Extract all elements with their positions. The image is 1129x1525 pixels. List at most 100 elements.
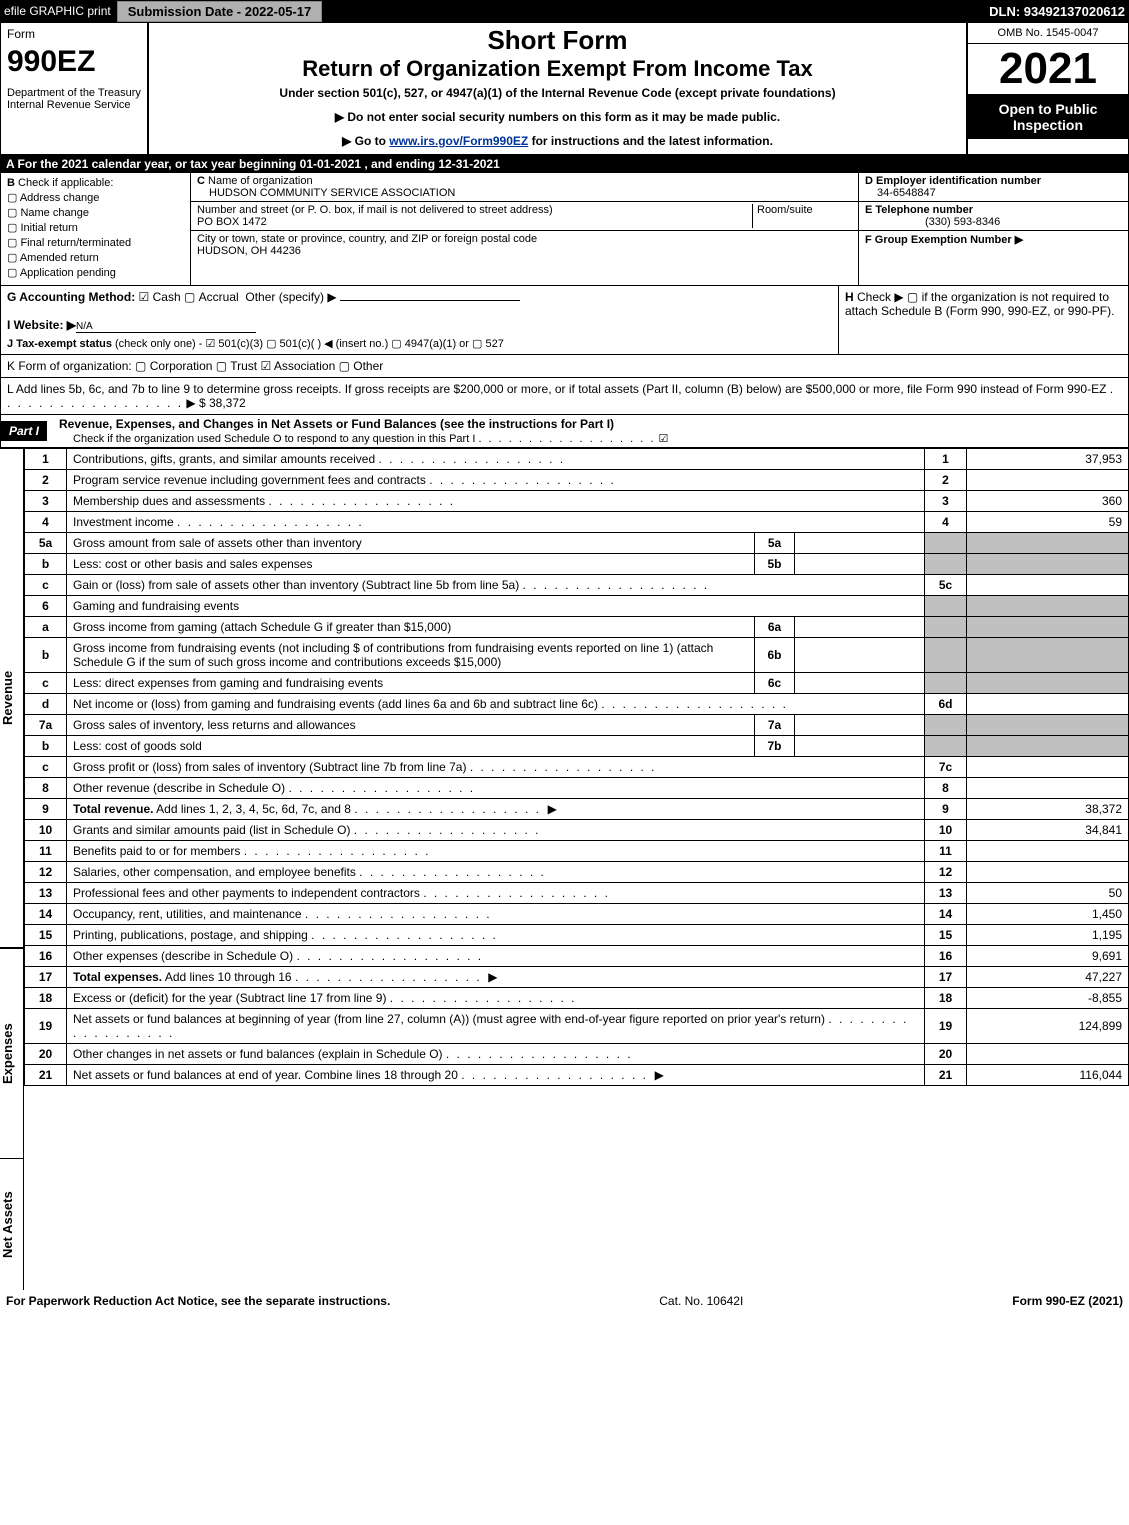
mid-line-value <box>795 673 925 694</box>
line-value <box>967 1044 1129 1065</box>
omb-number: OMB No. 1545-0047 <box>968 23 1128 44</box>
accrual-label: Accrual <box>199 290 239 304</box>
table-row: 11Benefits paid to or for members 11 <box>25 841 1129 862</box>
cb-final-return[interactable]: ▢ Final return/terminated <box>7 236 184 249</box>
expenses-side-label: Expenses <box>0 948 24 1158</box>
instruction-2: ▶ Go to www.irs.gov/Form990EZ for instru… <box>155 134 960 148</box>
gray-cell <box>967 533 1129 554</box>
cb-name-change[interactable]: ▢ Name change <box>7 206 184 219</box>
table-row: bGross income from fundraising events (n… <box>25 638 1129 673</box>
cb-application-pending[interactable]: ▢ Application pending <box>7 266 184 279</box>
other-specify-input[interactable] <box>340 300 520 301</box>
line-number: 4 <box>25 512 67 533</box>
dln-label: DLN: 93492137020612 <box>989 4 1125 19</box>
mid-line-number: 6b <box>755 638 795 673</box>
cb-initial-return[interactable]: ▢ Initial return <box>7 221 184 234</box>
line-number: 20 <box>25 1044 67 1065</box>
line-number: c <box>25 757 67 778</box>
line-value: 124,899 <box>967 1009 1129 1044</box>
part1-checkbox[interactable]: ☑ <box>658 433 668 445</box>
line-value <box>967 575 1129 596</box>
submission-date-button[interactable]: Submission Date - 2022-05-17 <box>117 1 323 22</box>
instr2-pre: ▶ Go to <box>342 134 389 148</box>
table-row: cGross profit or (loss) from sales of in… <box>25 757 1129 778</box>
gray-cell <box>925 638 967 673</box>
line-desc: Professional fees and other payments to … <box>67 883 925 904</box>
cb-address-change[interactable]: ▢ Address change <box>7 191 184 204</box>
mid-line-number: 5b <box>755 554 795 575</box>
mid-line-value <box>795 533 925 554</box>
cash-checkbox[interactable]: ☑ <box>139 290 153 304</box>
netassets-side-label: Net Assets <box>0 1158 24 1290</box>
table-row: 19Net assets or fund balances at beginni… <box>25 1009 1129 1044</box>
form-number: 990EZ <box>7 45 141 79</box>
value-line-number: 14 <box>925 904 967 925</box>
gray-cell <box>925 673 967 694</box>
table-row: 9Total revenue. Add lines 1, 2, 3, 4, 5c… <box>25 799 1129 820</box>
d-label: D Employer identification number <box>865 175 1041 187</box>
room-suite-label: Room/suite <box>752 204 852 228</box>
city-state-zip: HUDSON, OH 44236 <box>197 245 301 257</box>
line-value: 59 <box>967 512 1129 533</box>
line-number: 12 <box>25 862 67 883</box>
efile-label: efile GRAPHIC print <box>4 4 111 18</box>
form-label: Form <box>7 27 141 41</box>
line-number: 18 <box>25 988 67 1009</box>
gray-cell <box>925 736 967 757</box>
line-desc: Contributions, gifts, grants, and simila… <box>67 449 925 470</box>
phone: (330) 593-8346 <box>865 216 1000 228</box>
table-row: 21Net assets or fund balances at end of … <box>25 1065 1129 1086</box>
line-value <box>967 841 1129 862</box>
line-value: 50 <box>967 883 1129 904</box>
b-label: B <box>7 177 15 189</box>
gray-cell <box>967 554 1129 575</box>
opt2: Initial return <box>20 222 77 234</box>
value-line-number: 5c <box>925 575 967 596</box>
line-desc: Net assets or fund balances at beginning… <box>67 1009 925 1044</box>
g-label: G Accounting Method: <box>7 290 135 304</box>
line-number: 15 <box>25 925 67 946</box>
line-value: 34,841 <box>967 820 1129 841</box>
line-desc: Gross profit or (loss) from sales of inv… <box>67 757 925 778</box>
opt4: Amended return <box>20 252 99 264</box>
table-row: dNet income or (loss) from gaming and fu… <box>25 694 1129 715</box>
value-line-number: 21 <box>925 1065 967 1086</box>
line-number: 21 <box>25 1065 67 1086</box>
table-row: 16Other expenses (describe in Schedule O… <box>25 946 1129 967</box>
opt3: Final return/terminated <box>20 237 131 249</box>
line-number: 2 <box>25 470 67 491</box>
line-value: 1,195 <box>967 925 1129 946</box>
l-text: L Add lines 5b, 6c, and 7b to line 9 to … <box>7 382 1106 396</box>
table-row: 17Total expenses. Add lines 10 through 1… <box>25 967 1129 988</box>
c-label: C <box>197 175 205 187</box>
line-number: 8 <box>25 778 67 799</box>
line-number: b <box>25 554 67 575</box>
website: N/A <box>76 321 256 333</box>
mid-line-value <box>795 638 925 673</box>
line-number: c <box>25 575 67 596</box>
instruction-1: ▶ Do not enter social security numbers o… <box>155 110 960 124</box>
tax-year: 2021 <box>968 44 1128 95</box>
line-value: 37,953 <box>967 449 1129 470</box>
line-value: 9,691 <box>967 946 1129 967</box>
mid-line-number: 6c <box>755 673 795 694</box>
short-form-title: Short Form <box>155 25 960 56</box>
line-number: 16 <box>25 946 67 967</box>
table-row: 4Investment income 459 <box>25 512 1129 533</box>
gray-cell <box>967 617 1129 638</box>
line-desc: Other expenses (describe in Schedule O) <box>67 946 925 967</box>
section-g-h: G Accounting Method: ☑ Cash ▢ Accrual Ot… <box>0 286 1129 355</box>
table-row: 12Salaries, other compensation, and empl… <box>25 862 1129 883</box>
name-of-org-label: Name of organization <box>208 175 313 187</box>
accrual-checkbox[interactable]: ▢ <box>184 290 199 304</box>
value-line-number: 3 <box>925 491 967 512</box>
value-line-number: 19 <box>925 1009 967 1044</box>
value-line-number: 9 <box>925 799 967 820</box>
subtitle: Under section 501(c), 527, or 4947(a)(1)… <box>155 86 960 100</box>
gray-cell <box>967 736 1129 757</box>
cb-amended[interactable]: ▢ Amended return <box>7 251 184 264</box>
value-line-number: 10 <box>925 820 967 841</box>
irs-link[interactable]: www.irs.gov/Form990EZ <box>389 134 528 148</box>
gray-cell <box>925 596 967 617</box>
j-text: (check only one) - ☑ 501(c)(3) ▢ 501(c)(… <box>115 338 504 350</box>
